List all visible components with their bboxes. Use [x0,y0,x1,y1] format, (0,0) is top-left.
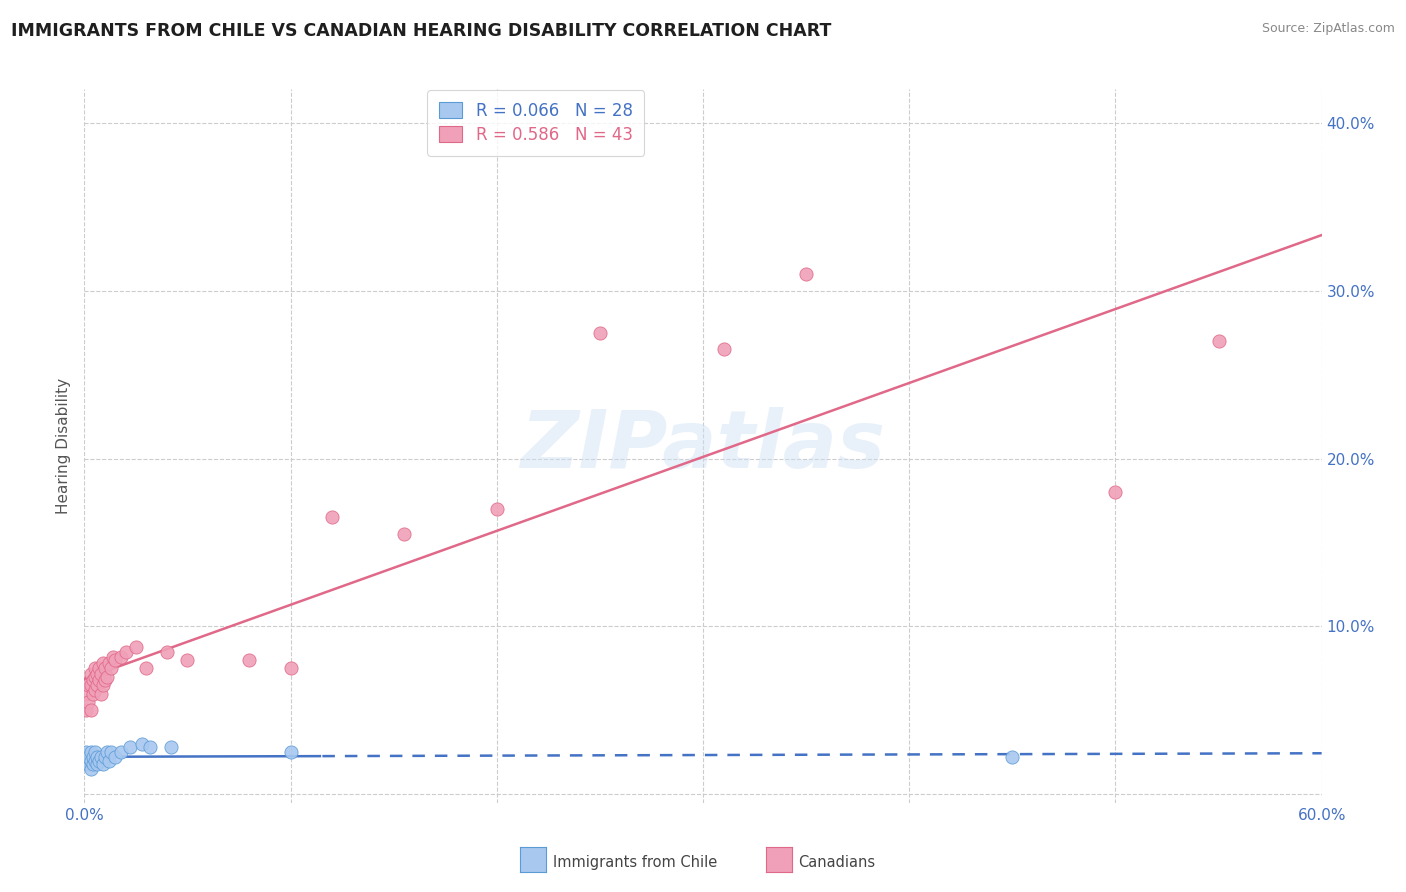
Text: ZIPatlas: ZIPatlas [520,407,886,485]
Point [77,750,100,764]
Text: Immigrants from Chile: Immigrants from Chile [553,855,717,870]
Point [75,754,97,768]
Point [98,754,121,768]
Point [100,746,122,760]
Point [75,687,97,701]
Legend: R = 0.066   N = 28, R = 0.586   N = 43: R = 0.066 N = 28, R = 0.586 N = 43 [427,90,644,155]
Point [82,673,104,688]
Point [96,746,118,760]
Point [79,762,101,776]
Point [79,703,101,717]
Point [110,746,132,760]
Y-axis label: Hearing Disability: Hearing Disability [56,378,72,514]
Point [87,673,110,688]
Point [86,750,108,764]
Point [75,703,97,717]
Point [82,687,104,701]
Point [91,657,114,671]
Text: Canadians: Canadians [799,855,876,870]
Point [135,661,157,675]
Point [98,657,121,671]
Point [79,666,101,681]
Point [91,757,114,772]
Point [100,661,122,675]
Point [118,740,141,755]
Point [77,678,100,692]
Point [75,746,97,760]
Point [94,661,117,675]
Point [114,645,136,659]
Point [589,326,612,340]
Point [103,649,125,664]
Point [94,673,117,688]
Point [82,750,104,764]
Point [79,678,101,692]
Point [139,740,162,755]
Point [238,653,260,667]
Point [86,678,108,692]
Text: Source: ZipAtlas.com: Source: ZipAtlas.com [1261,22,1395,36]
Point [1001,750,1024,764]
Text: IMMIGRANTS FROM CHILE VS CANADIAN HEARING DISABILITY CORRELATION CHART: IMMIGRANTS FROM CHILE VS CANADIAN HEARIN… [11,22,831,40]
Point [713,343,735,357]
Point [87,661,110,675]
Point [77,757,100,772]
Point [86,757,108,772]
Point [131,737,153,751]
Point [90,666,112,681]
Point [83,661,105,675]
Point [392,527,415,541]
Point [156,645,179,659]
Point [83,683,105,698]
Point [94,750,117,764]
Point [280,746,302,760]
Point [86,666,108,681]
Point [77,695,100,709]
Point [79,754,101,768]
Point [1104,485,1126,500]
Point [125,640,148,654]
Point [280,661,302,675]
Point [104,750,127,764]
Point [83,746,105,760]
Point [485,502,508,516]
Point [83,754,105,768]
Point [160,740,183,755]
Point [110,649,132,664]
Point [82,757,104,772]
Point [1208,334,1230,348]
Point [87,754,110,768]
Point [90,750,112,764]
Point [90,687,112,701]
Point [104,653,127,667]
Point [79,746,101,760]
Point [91,678,114,692]
Point [96,670,118,684]
Point [176,653,198,667]
Point [321,510,343,524]
Point [83,670,105,684]
Point [794,267,817,281]
